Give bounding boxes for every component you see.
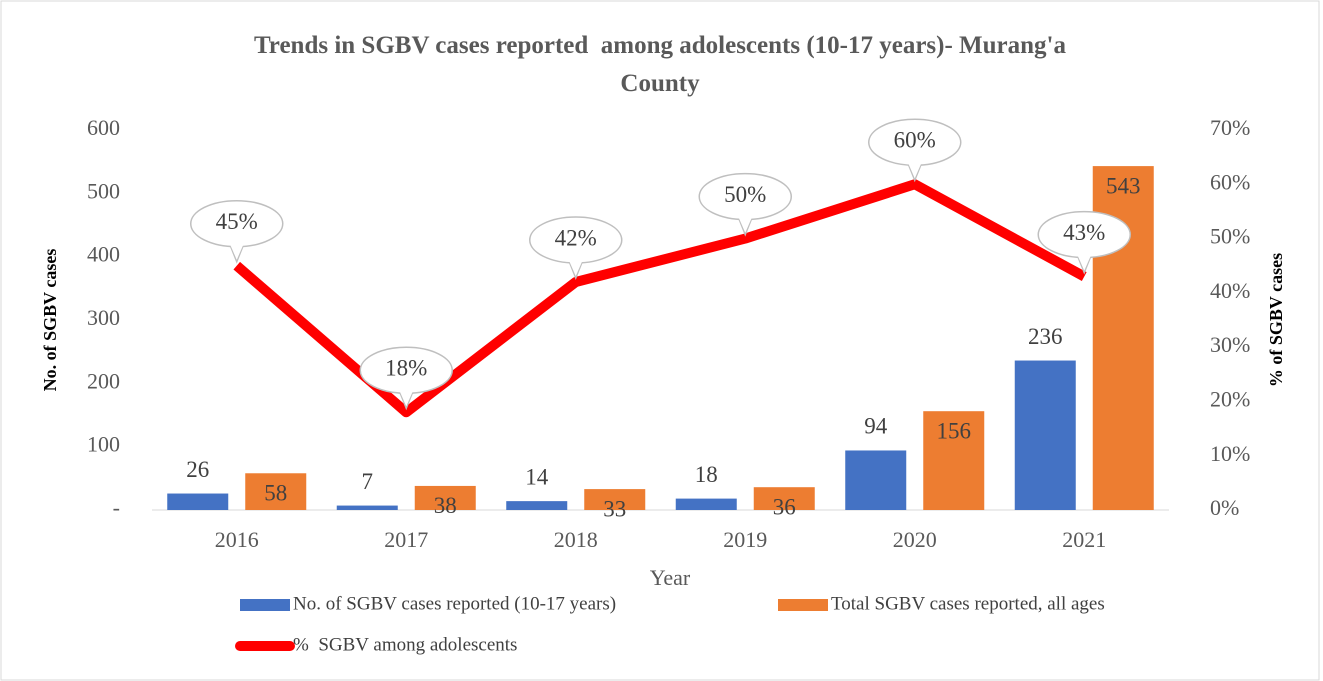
x-tick-label: 2019 — [723, 527, 767, 552]
callout — [399, 390, 414, 407]
data-label: 50% — [724, 182, 766, 207]
y2-tick-label: 50% — [1210, 224, 1250, 249]
bar — [414, 485, 476, 510]
data-label: 45% — [216, 209, 258, 234]
bar — [245, 473, 307, 510]
chart-title: Trends in SGBV cases reported among adol… — [253, 32, 1073, 97]
callout — [907, 162, 922, 179]
y2-tick-label: 20% — [1210, 386, 1250, 411]
legend-label: Total SGBV cases reported, all ages — [831, 593, 1105, 614]
y2-tick-label: 60% — [1210, 169, 1250, 194]
x-tick-label: 2021 — [1062, 527, 1106, 552]
bar — [584, 489, 646, 510]
data-label: 156 — [937, 418, 972, 443]
x-axis-title: Year — [650, 565, 691, 590]
bar — [1014, 360, 1076, 510]
data-label: 236 — [1028, 324, 1063, 349]
data-label: 7 — [362, 469, 374, 494]
y-tick-label: 500 — [87, 178, 120, 203]
callout — [229, 243, 244, 260]
callout — [1077, 254, 1092, 271]
data-label: 58 — [264, 481, 287, 506]
y-tick-label: 200 — [87, 368, 120, 393]
data-label: 14 — [525, 464, 549, 489]
data-label: 36 — [773, 494, 796, 519]
y2-tick-label: 70% — [1210, 115, 1250, 140]
y2-axis-title: % of SGBV cases — [1266, 253, 1286, 387]
y-tick-label: 400 — [87, 242, 120, 267]
legend-label: No. of SGBV cases reported (10-17 years) — [293, 593, 616, 614]
y-axis-title: No. of SGBV cases — [40, 249, 60, 392]
y-tick-label: 100 — [87, 432, 120, 457]
callout — [738, 216, 753, 233]
y-tick-label: 300 — [87, 305, 120, 330]
data-label: 94 — [864, 414, 888, 439]
x-tick-label: 2016 — [215, 527, 259, 552]
bar — [336, 505, 398, 510]
y-tick-label: - — [113, 495, 120, 520]
data-label: 18% — [385, 356, 427, 381]
bar — [675, 498, 737, 510]
y2-tick-label: 30% — [1210, 332, 1250, 357]
y2-tick-label: 0% — [1210, 495, 1239, 520]
data-label: 33 — [603, 496, 626, 521]
data-label: 42% — [555, 225, 597, 250]
bar — [167, 493, 229, 510]
data-label: 543 — [1106, 173, 1141, 198]
data-label: 26 — [186, 457, 209, 482]
y2-tick-label: 40% — [1210, 278, 1250, 303]
legend-swatch — [240, 599, 290, 611]
legend-swatch — [778, 599, 828, 611]
y-tick-label: 600 — [87, 115, 120, 140]
data-label: 18 — [695, 462, 718, 487]
data-label: 38 — [434, 493, 457, 518]
callout — [568, 260, 583, 276]
y2-tick-label: 10% — [1210, 441, 1250, 466]
data-label: 60% — [894, 128, 936, 153]
bar — [506, 501, 568, 510]
x-tick-label: 2018 — [554, 527, 598, 552]
data-label: 43% — [1063, 220, 1105, 245]
x-tick-label: 2017 — [384, 527, 428, 552]
bar — [845, 450, 907, 510]
bar — [753, 487, 815, 510]
x-tick-label: 2020 — [893, 527, 937, 552]
legend-label: % SGBV among adolescents — [293, 634, 517, 655]
bar — [923, 411, 985, 510]
